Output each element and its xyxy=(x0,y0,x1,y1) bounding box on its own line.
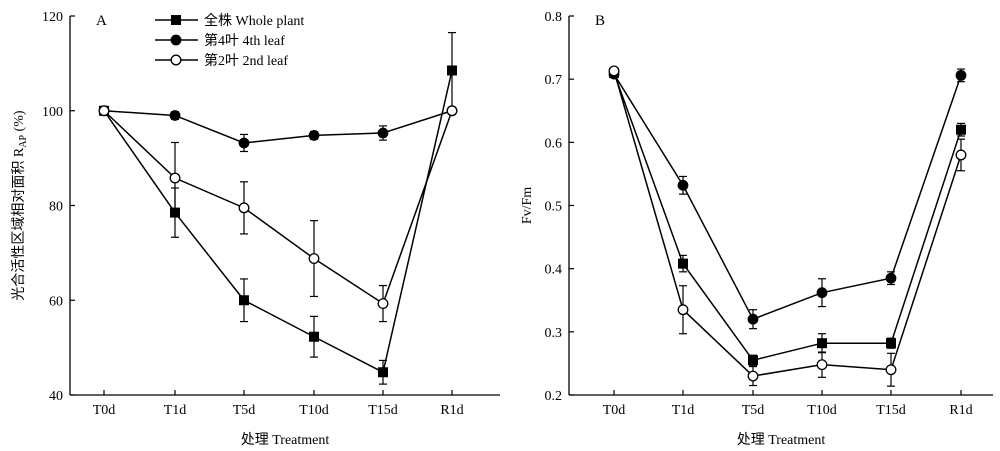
data-point xyxy=(747,370,759,382)
x-tick-label: T15d xyxy=(368,403,398,418)
x-axis-label: 处理 Treatment xyxy=(241,432,330,448)
data-point xyxy=(377,298,389,310)
data-point xyxy=(378,367,388,378)
data-point xyxy=(169,172,181,184)
data-point xyxy=(98,105,110,117)
data-point xyxy=(308,129,320,141)
series-line xyxy=(103,110,453,144)
y-axis-label: Fv/Fm xyxy=(520,187,535,224)
data-point xyxy=(885,364,897,376)
x-tick-label: T0d xyxy=(603,403,626,418)
y-tick-label: 0.5 xyxy=(545,200,563,215)
x-tick-label: T1d xyxy=(672,403,695,418)
data-point xyxy=(238,137,250,149)
y-tick-label: 0.4 xyxy=(545,263,563,278)
data-point xyxy=(169,110,181,121)
data-point xyxy=(956,124,966,135)
series-line xyxy=(613,70,962,377)
data-point xyxy=(677,179,689,191)
legend-label: 第4叶 4th leaf xyxy=(204,32,285,49)
series-line xyxy=(613,73,962,321)
data-point xyxy=(678,258,688,269)
data-point xyxy=(747,313,759,325)
legend: 全株 Whole plant 第4叶 4th leaf 第2叶 2nd leaf xyxy=(155,12,304,69)
data-point xyxy=(308,253,320,265)
y-tick-label: 40 xyxy=(49,389,63,404)
data-point xyxy=(816,359,828,371)
y-tick-label: 100 xyxy=(42,105,63,120)
x-tick-label: R1d xyxy=(440,403,463,418)
series-line xyxy=(613,72,962,362)
y-tick-label: 60 xyxy=(49,294,63,309)
x-tick-label: T1d xyxy=(164,403,187,418)
y-axis-label: 光合活性区域相对面积 RAP (%) xyxy=(11,110,29,300)
data-point xyxy=(816,287,828,299)
x-tick-label: R1d xyxy=(949,403,972,418)
data-point xyxy=(677,304,689,316)
data-point xyxy=(447,65,457,76)
data-point xyxy=(955,69,967,81)
panel-label: B xyxy=(595,13,605,29)
legend-marker xyxy=(170,34,182,46)
x-tick-label: T5d xyxy=(742,403,765,418)
y-tick-label: 0.3 xyxy=(545,326,563,341)
data-point xyxy=(309,331,319,342)
y-tick-label: 80 xyxy=(49,200,63,215)
legend-label: 第2叶 2nd leaf xyxy=(204,52,288,69)
x-tick-label: T10d xyxy=(807,403,837,418)
data-point xyxy=(748,355,758,366)
y-tick-label: 120 xyxy=(42,10,63,25)
y-tick-label: 0.6 xyxy=(545,136,563,151)
data-point xyxy=(955,149,967,161)
series-square xyxy=(99,31,457,385)
legend-marker xyxy=(171,15,181,25)
x-tick-label: T5d xyxy=(233,403,256,418)
series-open-circle xyxy=(608,65,967,387)
x-axis-label: 处理 Treatment xyxy=(737,432,826,448)
data-point xyxy=(886,338,896,349)
data-point xyxy=(239,295,249,306)
y-tick-label: 0.2 xyxy=(545,389,563,404)
data-point xyxy=(817,338,827,349)
series-filled-circle xyxy=(608,68,967,330)
panel-a: 40 60 80 100 120 T0d T1d T5d T10d T15d R1d 处理 Treat… xyxy=(11,10,500,448)
series-line xyxy=(103,70,453,374)
legend-label: 全株 Whole plant xyxy=(204,12,304,29)
panel-label: A xyxy=(96,13,107,29)
y-tick-label: 0.7 xyxy=(545,73,563,88)
data-point xyxy=(238,202,250,214)
series-line xyxy=(103,110,453,305)
series-open-circle xyxy=(98,105,458,323)
panel-b: 0.2 0.3 0.4 0.5 0.6 0.7 0.8 T0d T1d T5d T10d T15d R1… xyxy=(520,10,993,448)
y-tick-label: 0.8 xyxy=(545,10,563,25)
data-point xyxy=(377,127,389,139)
data-point xyxy=(885,272,897,284)
data-point xyxy=(608,65,620,77)
x-tick-label: T10d xyxy=(299,403,329,418)
series-filled-circle xyxy=(98,105,458,153)
legend-marker xyxy=(170,54,182,66)
data-point xyxy=(446,105,458,117)
x-tick-label: T15d xyxy=(876,403,906,418)
x-tick-label: T0d xyxy=(93,403,116,418)
